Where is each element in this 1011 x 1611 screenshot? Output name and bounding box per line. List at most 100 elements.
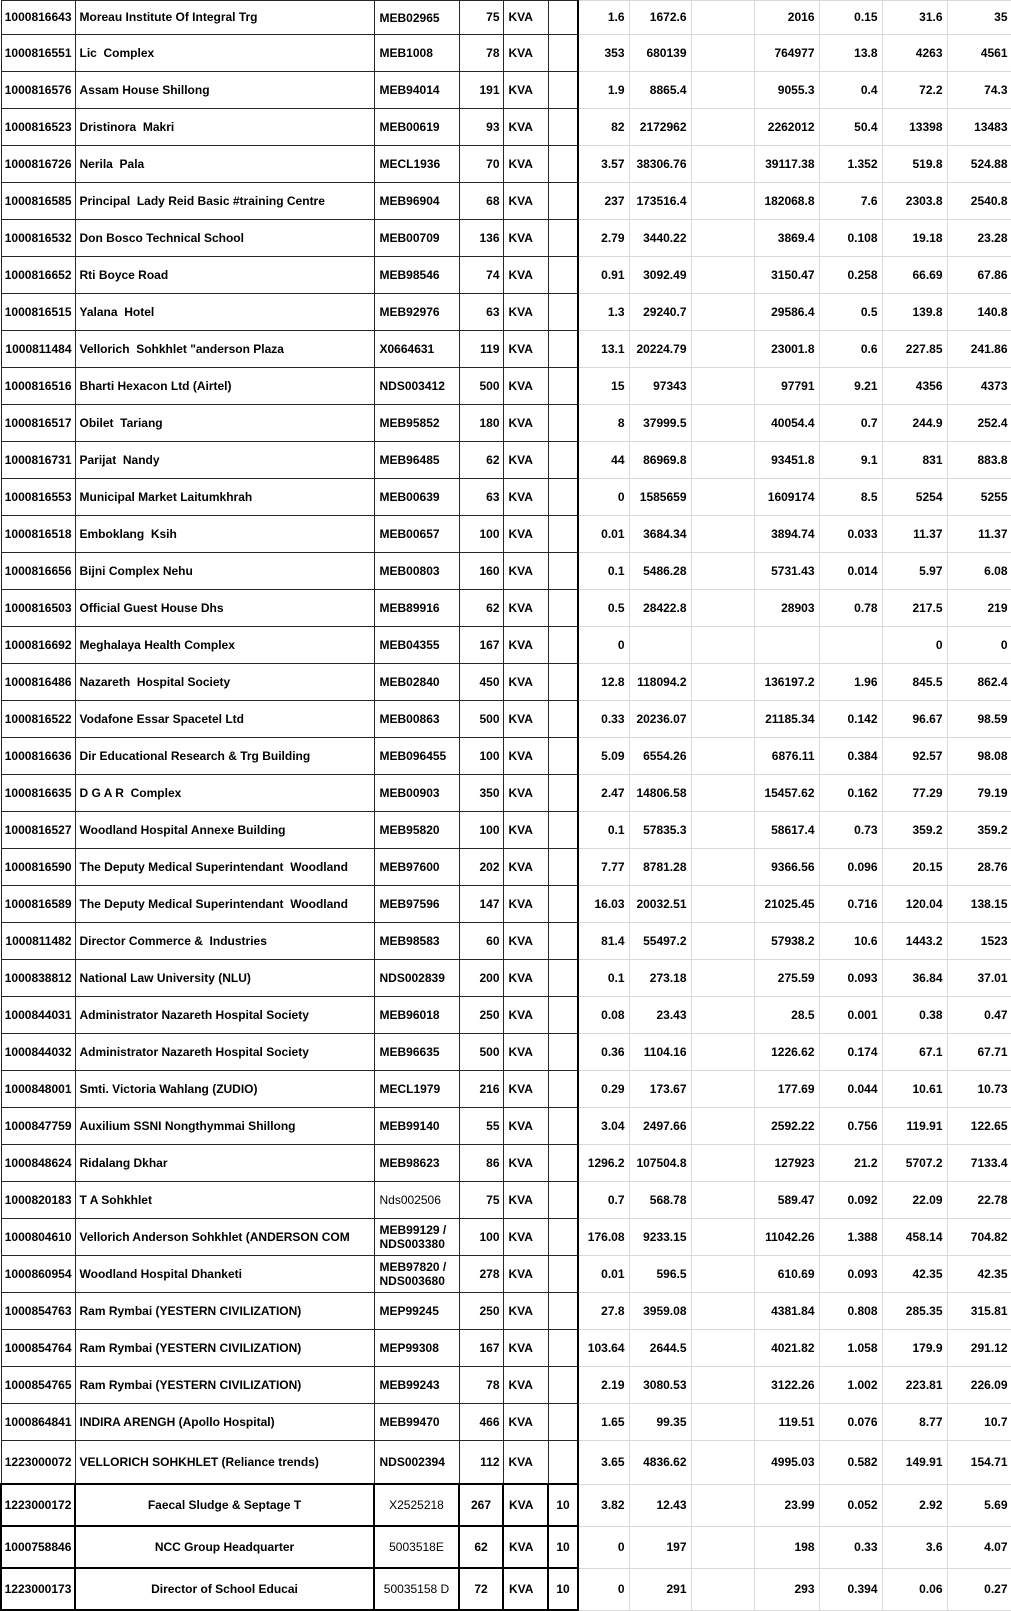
- cell-multiplier[interactable]: [547, 478, 579, 516]
- cell-value-4[interactable]: 0.78: [818, 589, 883, 627]
- cell-kva-unit[interactable]: KVA: [502, 145, 549, 183]
- cell-kva-unit[interactable]: KVA: [502, 1525, 549, 1569]
- cell-kva-unit[interactable]: KVA: [502, 885, 549, 923]
- cell-value-1[interactable]: 0.33: [577, 700, 630, 738]
- cell-value-2[interactable]: 2497.66: [628, 1107, 692, 1145]
- cell-multiplier[interactable]: [547, 1033, 579, 1071]
- cell-consumer-id[interactable]: 1223000173: [0, 1567, 76, 1611]
- cell-meter-number[interactable]: MEB89916: [373, 589, 460, 627]
- cell-multiplier[interactable]: [547, 1366, 579, 1404]
- cell-consumer-name[interactable]: Faecal Sludge & Septage T: [74, 1483, 375, 1527]
- cell-meter-number[interactable]: MEB00903: [373, 774, 460, 812]
- cell-value-1[interactable]: 0.08: [577, 996, 630, 1034]
- cell-spacer[interactable]: [690, 404, 755, 442]
- cell-value-3[interactable]: 136197.2: [753, 663, 820, 701]
- cell-value-5[interactable]: 519.8: [881, 145, 948, 183]
- cell-multiplier[interactable]: [547, 737, 579, 775]
- cell-value-3[interactable]: 764977: [753, 34, 820, 72]
- cell-meter-number[interactable]: MEB99140: [373, 1107, 460, 1145]
- cell-value-1[interactable]: 0.1: [577, 552, 630, 590]
- cell-consumer-id[interactable]: 1000816731: [0, 441, 76, 479]
- cell-value-3[interactable]: 198: [753, 1525, 820, 1569]
- cell-value-3[interactable]: 28.5: [753, 996, 820, 1034]
- cell-value-2[interactable]: 5486.28: [628, 552, 692, 590]
- cell-value-5[interactable]: 223.81: [881, 1366, 948, 1404]
- cell-value-3[interactable]: 3122.26: [753, 1366, 820, 1404]
- cell-multiplier[interactable]: [547, 663, 579, 701]
- cell-value-4[interactable]: 7.6: [818, 182, 883, 220]
- cell-value-1[interactable]: 12.8: [577, 663, 630, 701]
- cell-multiplier[interactable]: [547, 330, 579, 368]
- cell-meter-number[interactable]: MECL1936: [373, 145, 460, 183]
- cell-value-6[interactable]: 315.81: [946, 1292, 1011, 1330]
- cell-value-2[interactable]: 9233.15: [628, 1218, 692, 1256]
- cell-value-5[interactable]: 77.29: [881, 774, 948, 812]
- cell-value-5[interactable]: 359.2: [881, 811, 948, 849]
- cell-value-5[interactable]: 458.14: [881, 1218, 948, 1256]
- cell-meter-number[interactable]: MEB98583: [373, 922, 460, 960]
- cell-multiplier[interactable]: [547, 71, 579, 109]
- cell-multiplier[interactable]: [547, 1181, 579, 1219]
- cell-meter-number[interactable]: MEB02965: [373, 0, 460, 35]
- cell-meter-number[interactable]: NDS002839: [373, 959, 460, 997]
- cell-value-1[interactable]: 81.4: [577, 922, 630, 960]
- cell-multiplier[interactable]: [547, 626, 579, 664]
- cell-value-1[interactable]: 0: [577, 478, 630, 516]
- cell-value-6[interactable]: 219: [946, 589, 1011, 627]
- cell-value-5[interactable]: 831: [881, 441, 948, 479]
- cell-kva-value[interactable]: 55: [458, 1107, 504, 1145]
- cell-multiplier[interactable]: [547, 774, 579, 812]
- cell-value-2[interactable]: 99.35: [628, 1403, 692, 1441]
- cell-value-2[interactable]: 97343: [628, 367, 692, 405]
- cell-kva-unit[interactable]: KVA: [502, 1567, 549, 1611]
- cell-consumer-name[interactable]: Moreau Institute Of Integral Trg: [74, 0, 375, 35]
- cell-value-3[interactable]: 1226.62: [753, 1033, 820, 1071]
- cell-value-2[interactable]: 1104.16: [628, 1033, 692, 1071]
- cell-multiplier[interactable]: [547, 1070, 579, 1108]
- cell-multiplier[interactable]: [547, 1292, 579, 1330]
- cell-meter-number[interactable]: MEP99245: [373, 1292, 460, 1330]
- cell-value-5[interactable]: 72.2: [881, 71, 948, 109]
- cell-kva-value[interactable]: 250: [458, 1292, 504, 1330]
- cell-value-4[interactable]: 0.076: [818, 1403, 883, 1441]
- cell-value-5[interactable]: 5254: [881, 478, 948, 516]
- cell-kva-value[interactable]: 62: [458, 1525, 504, 1569]
- cell-value-6[interactable]: 79.19: [946, 774, 1011, 812]
- cell-spacer[interactable]: [690, 1144, 755, 1182]
- cell-consumer-id[interactable]: 1000844031: [0, 996, 76, 1034]
- cell-value-5[interactable]: 13398: [881, 108, 948, 146]
- cell-value-6[interactable]: 140.8: [946, 293, 1011, 331]
- cell-kva-value[interactable]: 466: [458, 1403, 504, 1441]
- cell-value-4[interactable]: 0.716: [818, 885, 883, 923]
- cell-value-4[interactable]: 10.6: [818, 922, 883, 960]
- cell-value-6[interactable]: 6.08: [946, 552, 1011, 590]
- cell-value-5[interactable]: 0: [881, 626, 948, 664]
- cell-value-5[interactable]: 845.5: [881, 663, 948, 701]
- cell-kva-value[interactable]: 450: [458, 663, 504, 701]
- cell-value-3[interactable]: 40054.4: [753, 404, 820, 442]
- cell-consumer-id[interactable]: 1000820183: [0, 1181, 76, 1219]
- cell-consumer-name[interactable]: Principal Lady Reid Basic #training Cent…: [74, 182, 375, 220]
- cell-consumer-name[interactable]: The Deputy Medical Superintendant Woodla…: [74, 848, 375, 886]
- cell-spacer[interactable]: [690, 1525, 755, 1569]
- cell-spacer[interactable]: [690, 737, 755, 775]
- cell-consumer-name[interactable]: Director of School Educai: [74, 1567, 375, 1611]
- cell-value-2[interactable]: 107504.8: [628, 1144, 692, 1182]
- cell-consumer-name[interactable]: Bharti Hexacon Ltd (Airtel): [74, 367, 375, 405]
- cell-value-6[interactable]: 10.7: [946, 1403, 1011, 1441]
- cell-kva-unit[interactable]: KVA: [502, 1366, 549, 1404]
- cell-consumer-id[interactable]: 1000816527: [0, 811, 76, 849]
- cell-value-1[interactable]: 0.5: [577, 589, 630, 627]
- cell-multiplier[interactable]: [547, 552, 579, 590]
- cell-value-4[interactable]: 1.352: [818, 145, 883, 183]
- cell-value-2[interactable]: 3440.22: [628, 219, 692, 257]
- cell-value-5[interactable]: 67.1: [881, 1033, 948, 1071]
- cell-value-4[interactable]: 0.756: [818, 1107, 883, 1145]
- cell-multiplier[interactable]: [547, 1144, 579, 1182]
- cell-value-4[interactable]: 0.258: [818, 256, 883, 294]
- cell-kva-unit[interactable]: KVA: [502, 1144, 549, 1182]
- cell-value-1[interactable]: 3.04: [577, 1107, 630, 1145]
- cell-consumer-id[interactable]: 1000844032: [0, 1033, 76, 1071]
- cell-consumer-name[interactable]: Assam House Shillong: [74, 71, 375, 109]
- cell-value-3[interactable]: 4021.82: [753, 1329, 820, 1367]
